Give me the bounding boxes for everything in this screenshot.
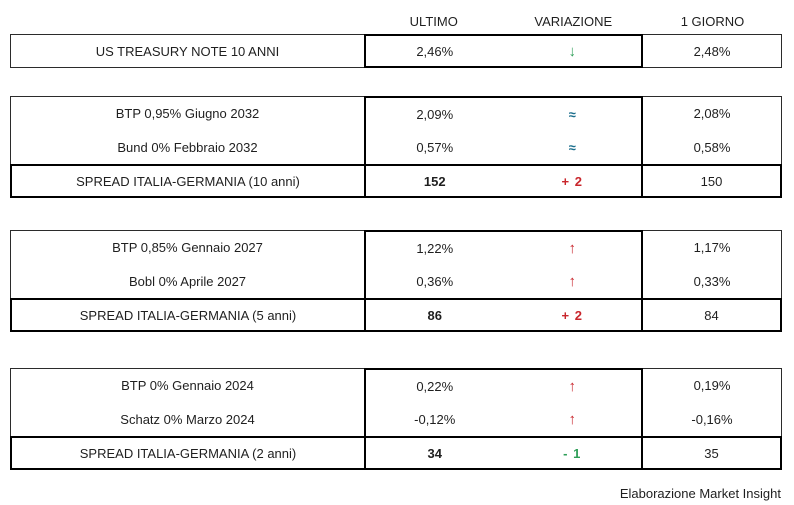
section-5-anni: BTP 0,85% Gennaio 2027 Bobl 0% Aprile 20… <box>0 230 794 332</box>
ultimo-value: 0,36% <box>416 274 454 289</box>
spread-change-value: + 2 <box>561 307 583 323</box>
instrument-label: BTP 0,95% Giugno 2032 <box>115 106 260 122</box>
spread-row-10-anni: SPREAD ITALIA-GERMANIA (10 anni) 152 + 2… <box>10 164 794 198</box>
variazione-arrow-icon: ↓ <box>568 42 577 60</box>
column-header-ultimo: ULTIMO <box>409 13 458 29</box>
giorno-value: 0,33% <box>693 273 731 289</box>
instrument-label: US TREASURY NOTE 10 ANNI <box>95 43 280 59</box>
spread-ultimo-value: 34 <box>427 445 442 461</box>
instrument-label: Schatz 0% Marzo 2024 <box>120 411 255 427</box>
spread-ultimo-value: 86 <box>427 307 442 323</box>
instrument-row: US TREASURY NOTE 10 ANNI <box>10 34 364 68</box>
giorno-value: 2,08% <box>693 106 731 122</box>
instrument-label: BTP 0,85% Gennaio 2027 <box>112 240 263 256</box>
column-header-variazione: VARIAZIONE <box>534 13 613 29</box>
giorno-value: -0,16% <box>691 411 733 427</box>
section-2-anni: BTP 0% Gennaio 2024 Schatz 0% Marzo 2024… <box>0 368 794 470</box>
source-credit: Elaborazione Market Insight <box>619 486 781 501</box>
spread-label: SPREAD ITALIA-GERMANIA (10 anni) <box>76 173 300 189</box>
variazione-approx-icon: ≈ <box>568 107 576 122</box>
ultimo-value: 2,09% <box>416 107 454 122</box>
spread-giorno-value: 150 <box>700 173 723 189</box>
table-header-row: ULTIMO VARIAZIONE 1 GIORNO <box>10 8 794 34</box>
spread-label: SPREAD ITALIA-GERMANIA (5 anni) <box>79 307 297 323</box>
spread-change-value: - 1 <box>563 445 582 461</box>
variazione-arrow-icon: ↑ <box>568 273 577 290</box>
spread-row-5-anni: SPREAD ITALIA-GERMANIA (5 anni) 86 + 2 8… <box>10 298 794 332</box>
giorno-value: 0,58% <box>693 139 731 155</box>
variazione-arrow-icon: ↑ <box>568 378 577 395</box>
ultimo-value: 1,22% <box>416 241 454 256</box>
column-header-1giorno: 1 GIORNO <box>680 13 745 29</box>
ultimo-value: 0,22% <box>416 379 454 394</box>
section-us-treasury: US TREASURY NOTE 10 ANNI 2,46% ↓ 2,48% <box>0 34 794 68</box>
spread-label: SPREAD ITALIA-GERMANIA (2 anni) <box>79 445 297 461</box>
ultimo-value: -0,12% <box>414 412 456 427</box>
instrument-label: Bobl 0% Aprile 2027 <box>128 273 247 289</box>
spread-giorno-value: 35 <box>704 445 719 461</box>
giorno-value: 1,17% <box>693 240 731 256</box>
section-10-anni: BTP 0,95% Giugno 2032 Bund 0% Febbraio 2… <box>0 96 794 198</box>
variazione-arrow-icon: ↑ <box>568 240 577 257</box>
spread-giorno-value: 84 <box>704 307 719 323</box>
ultimo-value: 0,57% <box>416 140 454 155</box>
instrument-label: Bund 0% Febbraio 2032 <box>117 139 258 155</box>
instrument-label: BTP 0% Gennaio 2024 <box>121 378 254 394</box>
variazione-arrow-icon: ↑ <box>568 411 577 428</box>
giorno-value: 2,48% <box>693 43 731 59</box>
giorno-value: 0,19% <box>693 378 731 394</box>
spread-ultimo-value: 152 <box>423 173 446 189</box>
ultimo-value: 2,46% <box>416 43 454 59</box>
spread-row-2-anni: SPREAD ITALIA-GERMANIA (2 anni) 34 - 1 3… <box>10 436 794 470</box>
variazione-approx-icon: ≈ <box>568 140 576 155</box>
spread-change-value: + 2 <box>561 173 583 189</box>
